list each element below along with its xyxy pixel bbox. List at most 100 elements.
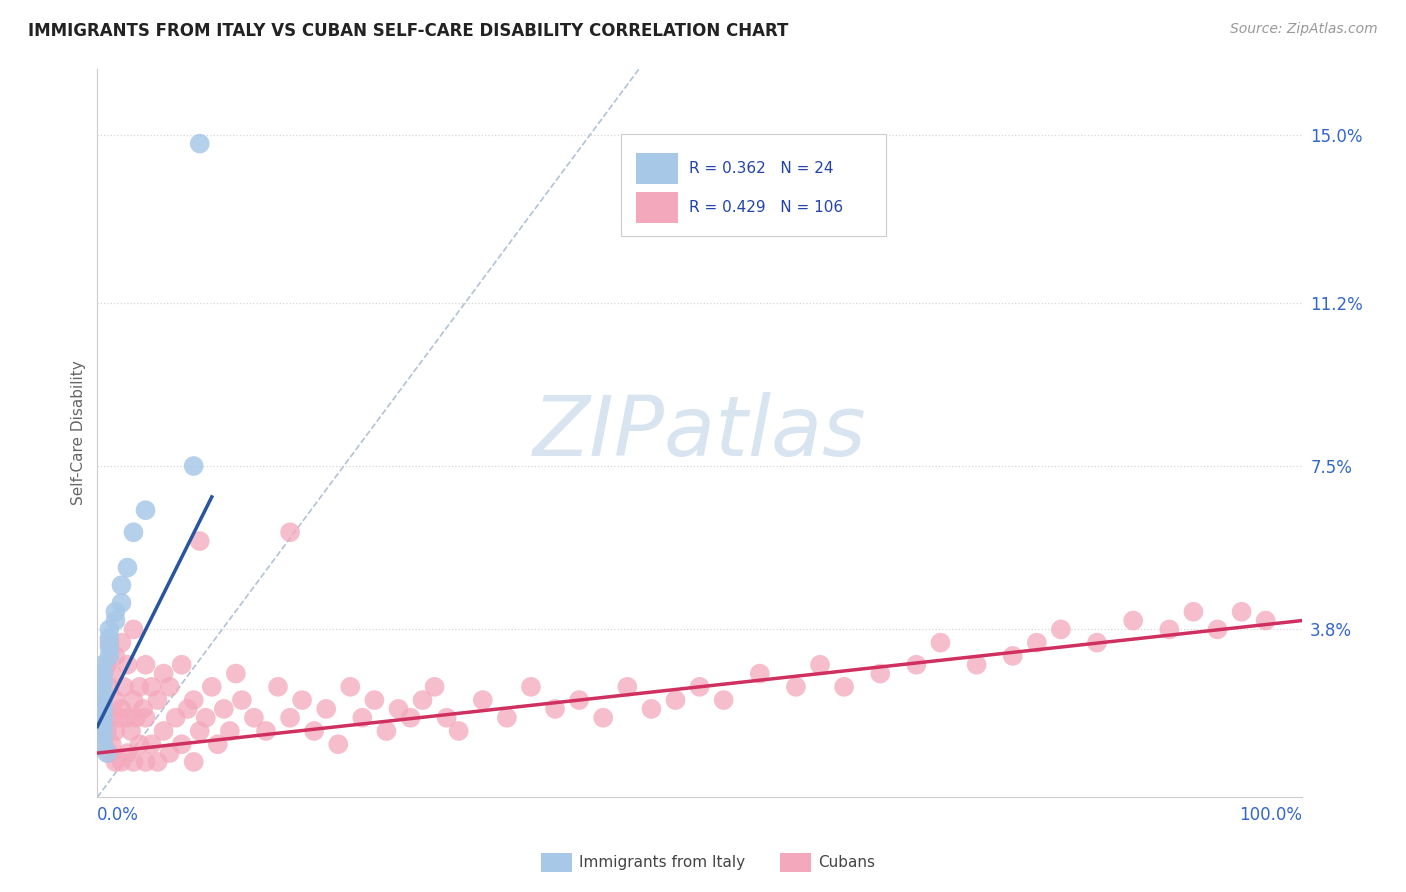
Point bbox=[93, 737, 115, 751]
Point bbox=[387, 702, 409, 716]
Point bbox=[412, 693, 434, 707]
Point bbox=[664, 693, 686, 707]
Point bbox=[869, 666, 891, 681]
Point bbox=[447, 723, 470, 738]
Point bbox=[207, 737, 229, 751]
Point bbox=[278, 711, 301, 725]
Point bbox=[808, 657, 831, 672]
Point bbox=[98, 635, 121, 649]
Point bbox=[929, 635, 952, 649]
Point bbox=[104, 648, 127, 663]
Point bbox=[146, 755, 169, 769]
Point bbox=[423, 680, 446, 694]
Point bbox=[110, 755, 132, 769]
Point bbox=[93, 693, 115, 707]
Point bbox=[112, 680, 135, 694]
Point bbox=[159, 746, 181, 760]
Point bbox=[98, 711, 121, 725]
Bar bbox=[636, 153, 678, 184]
Point bbox=[302, 723, 325, 738]
Point bbox=[183, 458, 205, 473]
Point bbox=[132, 702, 155, 716]
Point bbox=[785, 680, 807, 694]
Point bbox=[194, 711, 217, 725]
Point bbox=[98, 623, 121, 637]
Point bbox=[905, 657, 928, 672]
Point bbox=[122, 525, 145, 540]
Point bbox=[110, 702, 132, 716]
Text: R = 0.429   N = 106: R = 0.429 N = 106 bbox=[689, 200, 842, 215]
Point bbox=[122, 623, 145, 637]
Point bbox=[104, 693, 127, 707]
Point bbox=[101, 737, 124, 751]
Point bbox=[212, 702, 235, 716]
Text: 100.0%: 100.0% bbox=[1239, 806, 1302, 824]
Point bbox=[93, 720, 115, 734]
Point bbox=[328, 737, 350, 751]
Point bbox=[1182, 605, 1205, 619]
Point bbox=[152, 666, 174, 681]
Point bbox=[188, 136, 211, 151]
Point bbox=[110, 578, 132, 592]
Text: R = 0.362   N = 24: R = 0.362 N = 24 bbox=[689, 161, 834, 176]
Point bbox=[188, 723, 211, 738]
Point bbox=[93, 675, 115, 690]
Point bbox=[165, 711, 187, 725]
Point bbox=[104, 755, 127, 769]
Point bbox=[1159, 623, 1181, 637]
Point bbox=[96, 657, 118, 672]
Bar bbox=[636, 193, 678, 223]
Point bbox=[135, 711, 157, 725]
Point bbox=[135, 503, 157, 517]
Text: Cubans: Cubans bbox=[818, 855, 876, 870]
Point bbox=[1122, 614, 1144, 628]
Point bbox=[146, 693, 169, 707]
Point bbox=[713, 693, 735, 707]
Point bbox=[748, 666, 770, 681]
Text: IMMIGRANTS FROM ITALY VS CUBAN SELF-CARE DISABILITY CORRELATION CHART: IMMIGRANTS FROM ITALY VS CUBAN SELF-CARE… bbox=[28, 22, 789, 40]
Y-axis label: Self-Care Disability: Self-Care Disability bbox=[72, 360, 86, 505]
Point bbox=[93, 693, 115, 707]
Point bbox=[101, 666, 124, 681]
Point bbox=[1001, 648, 1024, 663]
Point bbox=[135, 755, 157, 769]
Point bbox=[170, 737, 193, 751]
Point bbox=[117, 711, 139, 725]
Point bbox=[122, 755, 145, 769]
Point bbox=[254, 723, 277, 738]
Point bbox=[98, 640, 121, 654]
Point bbox=[110, 596, 132, 610]
Point bbox=[128, 737, 150, 751]
Point bbox=[568, 693, 591, 707]
Point bbox=[352, 711, 374, 725]
Point bbox=[128, 680, 150, 694]
Point bbox=[183, 693, 205, 707]
Point bbox=[98, 746, 121, 760]
Point bbox=[125, 711, 148, 725]
Point bbox=[1025, 635, 1047, 649]
Point bbox=[616, 680, 638, 694]
Point bbox=[117, 746, 139, 760]
FancyBboxPatch shape bbox=[621, 134, 886, 236]
Point bbox=[98, 680, 121, 694]
Point bbox=[93, 711, 115, 725]
Point bbox=[832, 680, 855, 694]
Point bbox=[104, 605, 127, 619]
Point bbox=[520, 680, 543, 694]
Point bbox=[110, 635, 132, 649]
Point bbox=[471, 693, 494, 707]
Point bbox=[93, 657, 115, 672]
Point bbox=[96, 746, 118, 760]
Point bbox=[1254, 614, 1277, 628]
Point bbox=[225, 666, 247, 681]
Point bbox=[183, 755, 205, 769]
Point bbox=[93, 684, 115, 698]
Point bbox=[1050, 623, 1073, 637]
Point bbox=[135, 657, 157, 672]
Point bbox=[98, 632, 121, 646]
Point bbox=[122, 693, 145, 707]
Point bbox=[399, 711, 422, 725]
Point bbox=[93, 737, 115, 751]
Point bbox=[231, 693, 253, 707]
Point bbox=[375, 723, 398, 738]
